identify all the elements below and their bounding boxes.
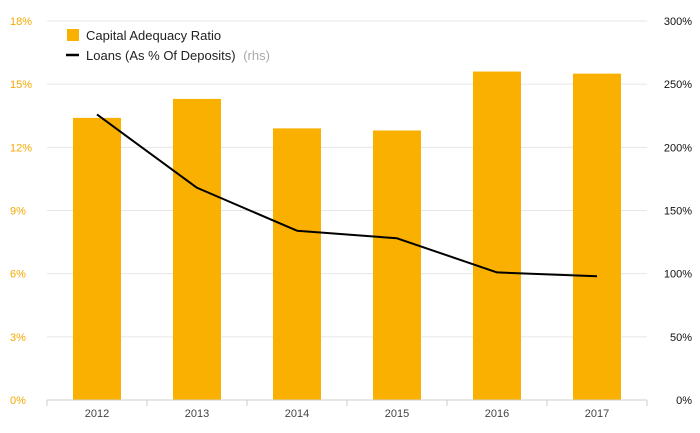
legend-label-loans: Loans (As % Of Deposits) (rhs)	[86, 48, 270, 63]
x-axis: 2012 2013 2014 2015 2016 2017	[46, 399, 648, 420]
y-right-tick-label: 250%	[664, 79, 692, 91]
y-right-tick-label: 300%	[664, 16, 692, 28]
bar-2012	[73, 117, 121, 400]
y-left-tick-label: 3%	[10, 332, 26, 344]
y-right-tick-label: 200%	[664, 142, 692, 154]
bar-2014	[273, 128, 321, 400]
y-left-tick-label: 12%	[10, 142, 32, 154]
bar-2016	[473, 71, 521, 401]
legend-label-loans-name: Loans (As % Of Deposits)	[86, 48, 236, 63]
y-axis-right: 0% 50% 100% 150% 200% 250% 300%	[664, 16, 692, 407]
bar-2013	[173, 98, 221, 401]
bar-2017	[573, 73, 621, 400]
gridlines	[47, 20, 647, 338]
y-left-tick-label: 18%	[10, 16, 32, 28]
y-left-tick-label: 0%	[10, 395, 26, 407]
legend-swatch-capital-adequacy	[67, 29, 79, 41]
legend-label-capital-adequacy: Capital Adequacy Ratio	[86, 28, 221, 43]
y-left-tick-label: 15%	[10, 79, 32, 91]
bar-2015	[373, 130, 421, 400]
x-tick-label: 2012	[85, 408, 109, 420]
y-right-tick-label: 150%	[664, 206, 692, 218]
y-axis-left: 0% 3% 6% 9% 12% 15% 18%	[10, 16, 32, 407]
x-tick-label: 2013	[185, 408, 209, 420]
x-tick-label: 2014	[285, 408, 309, 420]
x-tick-label: 2016	[485, 408, 509, 420]
x-tick-label: 2017	[585, 408, 609, 420]
y-left-tick-label: 6%	[10, 269, 26, 281]
y-right-tick-label: 100%	[664, 269, 692, 281]
y-right-tick-label: 0%	[676, 395, 692, 407]
bar-series	[73, 71, 621, 401]
x-tick-label: 2015	[385, 408, 409, 420]
y-left-tick-label: 9%	[10, 206, 26, 218]
legend-label-loans-suffix: (rhs)	[243, 48, 270, 63]
line-series	[96, 113, 598, 278]
legend: Capital Adequacy Ratio Loans (As % Of De…	[66, 28, 270, 63]
loans-line	[96, 113, 598, 278]
y-right-tick-label: 50%	[670, 332, 692, 344]
